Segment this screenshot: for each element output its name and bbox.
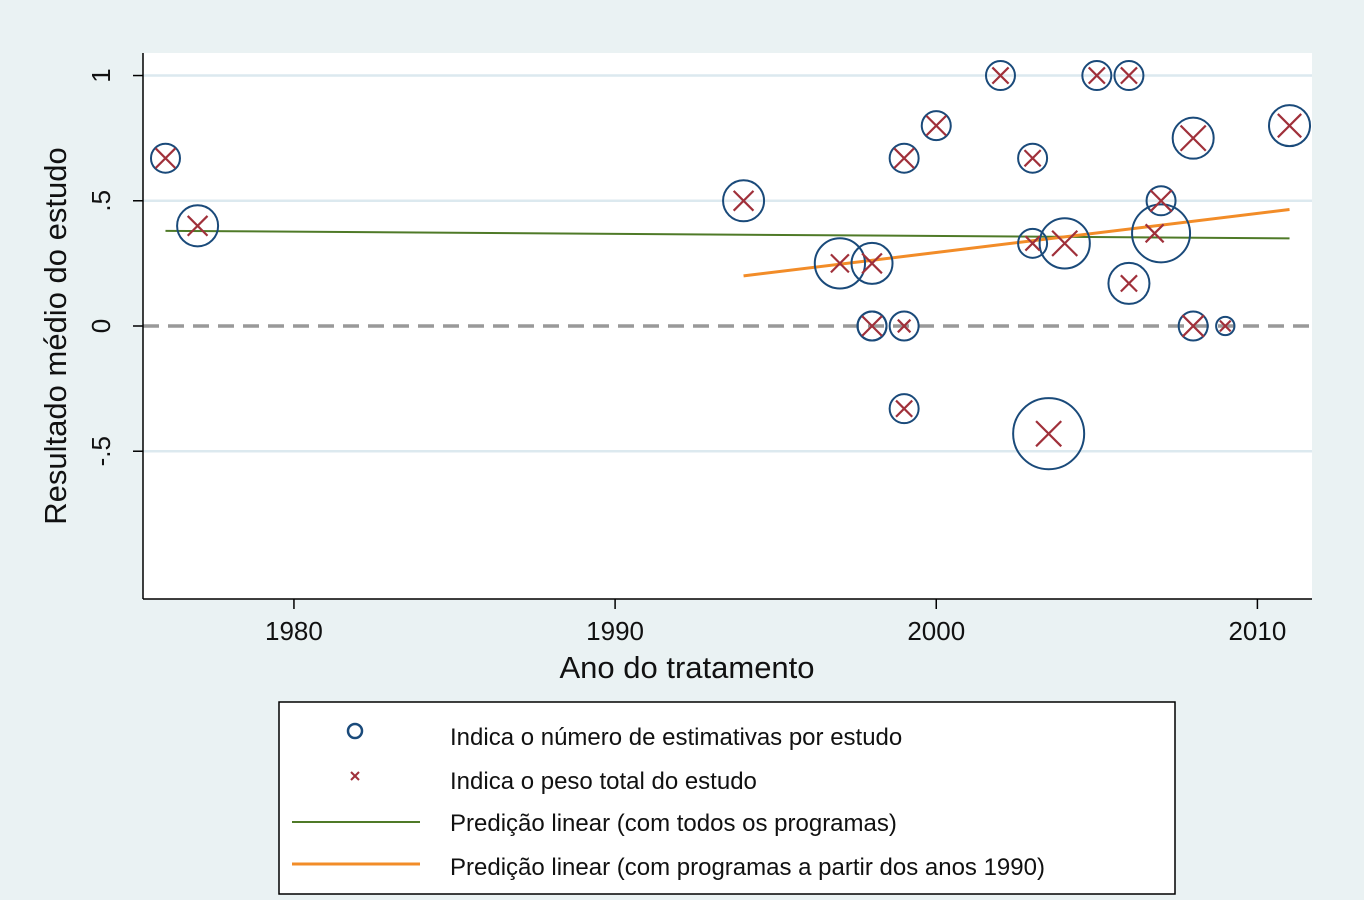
legend-label-circles: Indica o número de estimativas por estud… [450,724,902,751]
estimate-circle-22 [1177,310,1209,342]
weight-cross-11 [1023,149,1042,168]
estimate-circle-16 [1081,60,1113,92]
estimate-circle-1 [176,204,220,248]
estimate-circle-15 [1038,217,1091,270]
y-tick-label-0: 1 [86,68,116,82]
estimate-circle-19 [1131,203,1192,264]
weight-cross-20 [1179,124,1207,152]
weight-crosses [154,66,1302,448]
legend-label-line-1990: Predição linear (com programas a partir … [450,854,1045,881]
estimate-circle-18 [1107,261,1151,305]
legend-circle-symbol [346,722,364,740]
weight-cross-21 [1181,314,1205,338]
grid-lines [143,74,1312,453]
y-tick-label-1: .5 [86,190,116,212]
weight-cross-10 [991,66,1010,85]
estimate-circle-21 [1171,116,1215,160]
estimate-circle-12 [1017,142,1049,174]
legend-label-crosses: Indica o peso total do estudo [450,768,757,795]
weight-cross-3 [830,253,850,274]
weight-cross-22 [1219,319,1232,333]
estimate-circle-3 [813,237,867,290]
x-ticks: 1980 1990 2000 2010 [265,599,1286,646]
weight-cross-1 [186,215,209,237]
estimate-circle-23 [1215,315,1236,337]
prediction-line-1 [743,208,1290,278]
weight-cross-4 [861,252,883,275]
y-tick-label-2: 0 [86,319,116,333]
y-ticks: 1 .5 0 -.5 [86,68,143,466]
y-axis-label: Resultado médio do estudo [38,147,73,524]
y-tick-label-3: -.5 [86,436,116,466]
estimate-circle-8 [888,310,920,342]
legend-cross-symbol [350,771,360,781]
x-axis-label: Ano do tratamento [559,650,814,685]
weight-cross-13 [1035,420,1063,448]
estimate-circle-10 [920,110,952,142]
weight-cross-15 [1087,66,1106,85]
weight-cross-5 [861,315,883,337]
estimate-circle-7 [888,142,920,174]
estimate-circle-4 [850,241,894,285]
weight-cross-14 [1051,229,1079,257]
estimate-circle-0 [149,142,181,174]
weight-cross-16 [1120,66,1138,85]
legend: Indica o número de estimativas por estud… [278,701,1176,895]
weight-cross-19 [1149,189,1173,213]
estimate-circle-11 [984,60,1016,92]
weight-cross-23 [1277,113,1302,139]
weight-cross-9 [925,114,947,137]
weight-cross-17 [1120,274,1138,293]
weight-cross-18 [1144,223,1165,244]
estimate-circle-24 [1268,104,1312,148]
estimate-circle-13 [1017,227,1049,259]
estimate-circle-14 [1012,397,1086,471]
legend-box [278,701,1176,895]
estimate-circle-2 [722,179,766,223]
prediction-lines [165,208,1290,278]
weight-cross-0 [154,147,177,169]
weight-cross-2 [732,190,755,212]
x-tick-label-3: 2010 [1228,616,1286,646]
weight-cross-6 [893,147,915,169]
estimate-circle-20 [1145,185,1177,217]
weight-cross-8 [895,399,914,418]
estimate-circle-9 [888,393,920,425]
estimate-circle-17 [1113,60,1145,92]
x-tick-label-0: 1980 [265,616,323,646]
estimate-circles [149,60,1312,471]
legend-label-line-all: Predição linear (com todos os programas) [450,810,897,837]
estimate-circle-6 [856,310,888,342]
weight-cross-7 [897,318,912,334]
x-tick-label-2: 2000 [907,616,965,646]
weight-cross-12 [1024,235,1041,252]
prediction-line-0 [165,229,1290,240]
x-tick-label-1: 1990 [586,616,644,646]
